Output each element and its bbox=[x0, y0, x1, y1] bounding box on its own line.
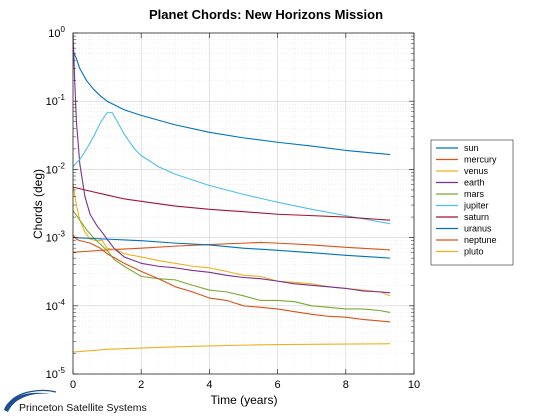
x-tick-label: 2 bbox=[138, 379, 144, 391]
company-name: Princeton Satellite Systems bbox=[19, 402, 147, 414]
series-line-saturn bbox=[72, 186, 391, 221]
x-tick-label: 6 bbox=[275, 379, 281, 391]
y-tick-label: 10-4 bbox=[46, 298, 66, 313]
y-tick-base: 10 bbox=[48, 28, 60, 40]
x-tick-label: 8 bbox=[343, 379, 349, 391]
y-tick-exponent: -3 bbox=[58, 230, 66, 239]
company-logo bbox=[4, 389, 57, 412]
y-tick-base: 10 bbox=[46, 96, 58, 108]
series-line-pluto bbox=[72, 343, 391, 353]
y-tick-exponent: 0 bbox=[61, 25, 66, 34]
series-line-uranus bbox=[72, 237, 391, 259]
y-tick-label: 10-5 bbox=[46, 366, 66, 381]
legend-label-mercury: mercury bbox=[464, 155, 497, 165]
legend-label-earth: earth bbox=[464, 178, 485, 188]
x-axis-tick-labels: 0 2 4 6 8 10 bbox=[70, 379, 420, 391]
legend-label-sun: sun bbox=[464, 143, 479, 153]
y-tick-exponent: -5 bbox=[58, 366, 66, 375]
series-line-earth bbox=[72, 32, 391, 294]
company-branding: Princeton Satellite Systems bbox=[4, 389, 147, 414]
y-tick-exponent: -4 bbox=[58, 298, 66, 307]
x-tick-label: 10 bbox=[408, 379, 420, 391]
legend-label-venus: venus bbox=[464, 166, 489, 176]
legend-label-mars: mars bbox=[464, 189, 484, 199]
series-line-sun bbox=[72, 50, 391, 156]
x-axis-label: Time (years) bbox=[211, 393, 278, 407]
y-tick-label: 10-3 bbox=[46, 230, 66, 245]
plot-area bbox=[73, 33, 414, 374]
y-tick-label: 100 bbox=[48, 25, 65, 40]
legend-label-saturn: saturn bbox=[464, 212, 489, 222]
y-tick-base: 10 bbox=[46, 164, 58, 176]
series-line-mars bbox=[72, 210, 391, 313]
legend-label-uranus: uranus bbox=[464, 224, 492, 234]
logo-arc-icon bbox=[9, 389, 57, 403]
x-tick-label: 4 bbox=[206, 379, 212, 391]
y-tick-label: 10-2 bbox=[46, 161, 66, 176]
y-tick-base: 10 bbox=[46, 369, 58, 381]
series-line-mercury bbox=[72, 241, 391, 253]
series-group bbox=[72, 32, 391, 353]
y-axis-label: Chords (deg) bbox=[31, 169, 45, 239]
series-line-neptune bbox=[72, 234, 391, 323]
chart-title: Planet Chords: New Horizons Mission bbox=[149, 7, 383, 22]
x-tick-label: 0 bbox=[70, 379, 76, 391]
y-tick-base: 10 bbox=[46, 233, 58, 245]
legend-label-neptune: neptune bbox=[464, 235, 497, 245]
series-line-jupiter bbox=[72, 112, 391, 225]
y-tick-exponent: -2 bbox=[58, 161, 66, 170]
axis-ticks bbox=[72, 32, 415, 375]
legend-label-pluto: pluto bbox=[464, 247, 484, 257]
y-tick-base: 10 bbox=[46, 301, 58, 313]
y-tick-label: 10-1 bbox=[46, 93, 66, 108]
legend-label-jupiter: jupiter bbox=[463, 201, 489, 211]
legend-box bbox=[430, 139, 514, 266]
plot-frame bbox=[72, 32, 415, 375]
y-tick-exponent: -1 bbox=[58, 93, 66, 102]
